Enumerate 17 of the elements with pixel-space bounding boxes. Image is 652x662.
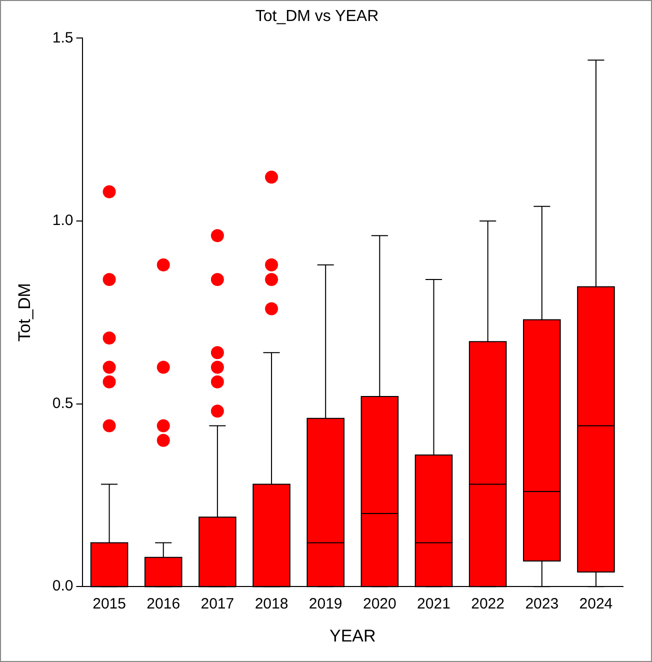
x-tick-label: 2024 xyxy=(579,596,613,613)
x-tick-label: 2017 xyxy=(200,596,234,613)
x-axis-title: YEAR xyxy=(329,626,376,646)
y-tick-label: 0.0 xyxy=(52,578,74,595)
x-tick-label: 2018 xyxy=(254,596,288,613)
y-tick-label: 0.5 xyxy=(52,394,74,412)
x-tick-label: 2021 xyxy=(417,596,450,613)
x-tick-label: 2023 xyxy=(525,596,559,613)
x-tick-label: 2022 xyxy=(471,596,504,613)
y-tick-label: 1.0 xyxy=(52,212,74,230)
y-tick-label: 1.5 xyxy=(52,29,74,46)
x-tick-label: 2020 xyxy=(362,596,396,613)
x-tick-label: 2016 xyxy=(146,596,180,613)
y-axis-title: Tot_DM xyxy=(14,283,34,342)
x-tick-label: 2019 xyxy=(308,596,342,613)
x-tick-label: 2015 xyxy=(92,596,126,613)
chart-title: Tot_DM vs YEAR xyxy=(255,8,379,26)
